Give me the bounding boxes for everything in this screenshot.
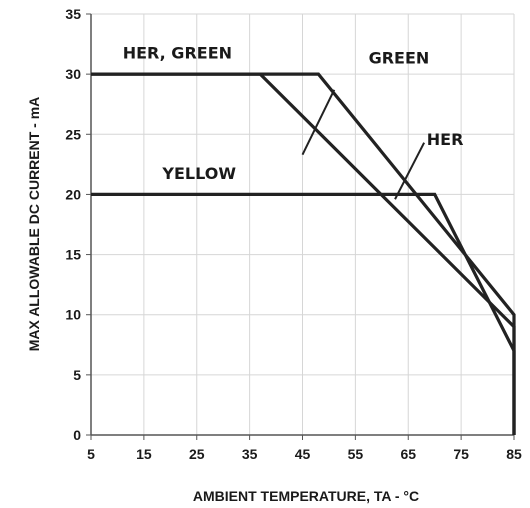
x-tick-label-25: 25 [189, 446, 205, 462]
x-tick-label-5: 5 [87, 446, 95, 462]
series-lines [91, 72, 516, 435]
x-tick-label-35: 35 [242, 446, 258, 462]
y-tick-label-0: 0 [73, 427, 81, 443]
y-tick-label-5: 5 [73, 367, 81, 383]
x-tick-label-55: 55 [348, 446, 364, 462]
annotation-pointer-1 [301, 89, 336, 156]
x-tick-label-65: 65 [400, 446, 416, 462]
annotation-her: HER [427, 130, 464, 149]
series-line-yellow [91, 192, 516, 435]
axes [86, 13, 515, 440]
annotation-pointer-2 [394, 142, 426, 200]
y-tick-label-35: 35 [65, 6, 81, 22]
x-axis-title: AMBIENT TEMPERATURE, TA - °C [193, 488, 419, 504]
y-tick-label-10: 10 [65, 307, 81, 323]
y-tick-label-15: 15 [65, 247, 81, 263]
annotation-her-green: HER, GREEN [123, 44, 232, 63]
annotations: HER, GREEN GREEN HER YELLOW [123, 44, 464, 200]
annotation-yellow: YELLOW [161, 164, 236, 183]
y-tick-label-25: 25 [65, 126, 81, 142]
y-tick-label-20: 20 [65, 186, 81, 202]
y-tick-label-30: 30 [65, 66, 81, 82]
x-tick-label-75: 75 [453, 446, 469, 462]
x-tick-label-15: 15 [136, 446, 152, 462]
annotation-green: GREEN [369, 48, 430, 67]
y-axis-title: MAX ALLOWABLE DC CURRENT - mA [26, 97, 42, 352]
x-tick-label-45: 45 [295, 446, 311, 462]
x-tick-label-85: 85 [506, 446, 522, 462]
